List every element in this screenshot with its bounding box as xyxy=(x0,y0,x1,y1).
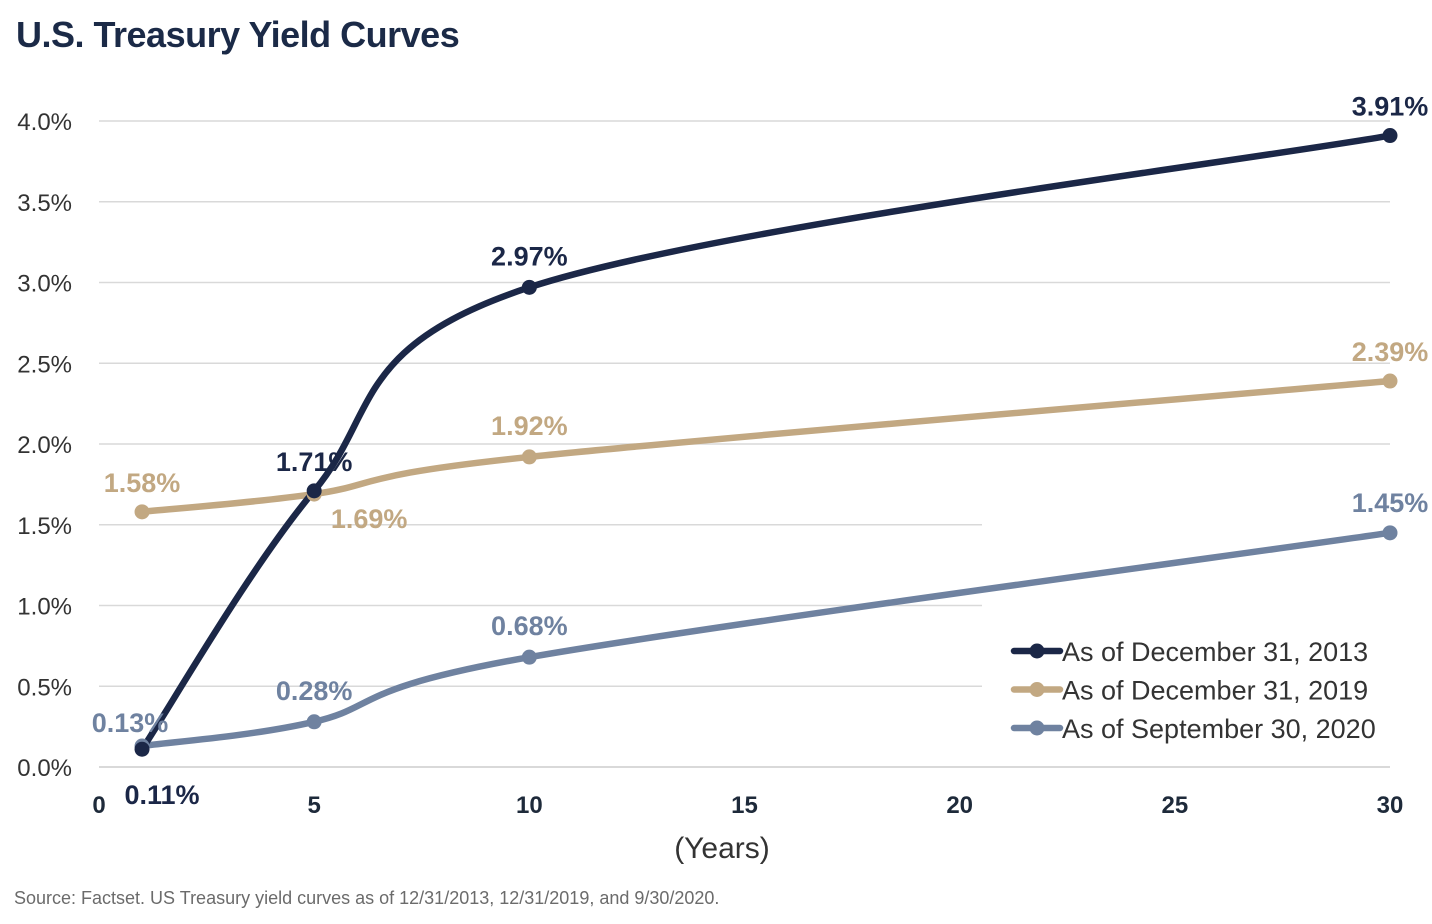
data-label: 2.39% xyxy=(1352,337,1429,367)
x-tick-label: 20 xyxy=(946,792,973,819)
data-label: 3.91% xyxy=(1352,92,1429,122)
data-label: 0.68% xyxy=(491,611,568,641)
data-point xyxy=(521,279,537,295)
legend-label: As of December 31, 2019 xyxy=(1062,676,1368,706)
y-tick-label: 3.0% xyxy=(17,271,72,298)
chart-title: U.S. Treasury Yield Curves xyxy=(16,14,460,55)
grid-lines xyxy=(99,120,1390,768)
legend-item: As of September 30, 2020 xyxy=(1010,714,1376,744)
x-tick-label: 25 xyxy=(1161,792,1188,819)
x-tick-label: 15 xyxy=(731,792,758,819)
x-axis-tick-labels: 0 5 10 15 20 25 30 xyxy=(92,792,1403,819)
y-tick-label: 0.5% xyxy=(17,674,72,701)
data-label: 0.13% xyxy=(92,708,169,738)
source-note: Source: Factset. US Treasury yield curve… xyxy=(14,888,720,908)
legend-label: As of December 31, 2013 xyxy=(1062,637,1368,667)
legend-swatch-marker xyxy=(1029,720,1045,736)
data-label: 0.11% xyxy=(124,780,199,810)
series-line xyxy=(138,377,1394,516)
data-point xyxy=(134,504,150,520)
y-tick-label: 4.0% xyxy=(17,109,72,136)
data-point xyxy=(521,449,537,465)
series-line xyxy=(138,529,1394,750)
x-tick-label: 0 xyxy=(92,792,105,819)
data-label: 2.97% xyxy=(491,241,568,271)
y-tick-label: 0.0% xyxy=(17,755,72,782)
y-tick-label: 1.0% xyxy=(17,594,72,621)
data-point xyxy=(521,649,537,665)
data-label: 0.28% xyxy=(276,676,353,706)
y-tick-label: 2.0% xyxy=(17,432,72,459)
y-tick-label: 3.5% xyxy=(17,190,72,217)
data-point xyxy=(1382,128,1398,144)
series-lines xyxy=(138,132,1394,753)
series-line xyxy=(138,132,1394,753)
legend-swatch-marker xyxy=(1029,682,1045,697)
y-axis-tick-labels: 0.0% 0.5% 1.0% 1.5% 2.0% 2.5% 3.0% 3.5% 4.0% xyxy=(17,109,72,782)
legend-item: As of December 31, 2019 xyxy=(1010,676,1368,706)
series-points xyxy=(134,128,1398,757)
x-axis-label: (Years) xyxy=(674,832,770,865)
data-point xyxy=(306,483,322,499)
data-label: 1.45% xyxy=(1352,488,1429,518)
data-label: 1.71% xyxy=(276,447,353,477)
data-point xyxy=(306,714,322,730)
x-tick-label: 10 xyxy=(516,792,543,819)
data-point xyxy=(1382,373,1398,389)
legend-swatch-marker xyxy=(1029,643,1045,659)
y-tick-label: 1.5% xyxy=(17,513,72,540)
data-label: 1.92% xyxy=(491,411,568,441)
data-label: 1.69% xyxy=(331,504,408,534)
y-tick-label: 2.5% xyxy=(17,351,72,378)
x-tick-label: 30 xyxy=(1377,792,1404,819)
data-point xyxy=(1382,525,1398,541)
legend-label: As of September 30, 2020 xyxy=(1062,714,1376,744)
legend: As of December 31, 2013 As of December 31… xyxy=(1010,637,1376,744)
data-label: 1.58% xyxy=(104,468,181,498)
legend-item: As of December 31, 2013 xyxy=(1010,637,1368,667)
data-point xyxy=(134,741,150,757)
x-tick-label: 5 xyxy=(307,792,320,819)
data-labels: 0.11% 1.71% 2.97% 3.91% 1.58% 1.69% 1.92% 2.39%… xyxy=(92,92,1429,811)
